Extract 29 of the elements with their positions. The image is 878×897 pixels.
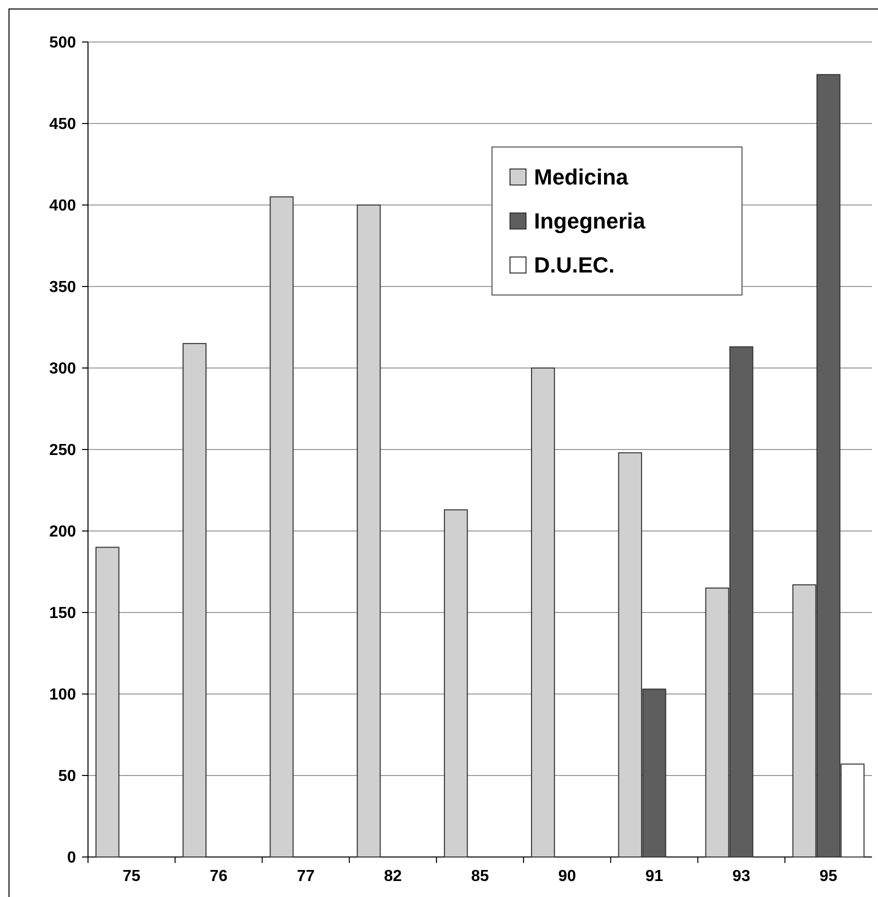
y-tick-label: 300 — [49, 360, 76, 378]
x-tick-label: 95 — [820, 868, 838, 885]
y-tick-label: 500 — [49, 34, 76, 52]
x-tick-label: 90 — [558, 868, 576, 885]
x-tick-label: 77 — [296, 868, 315, 885]
legend-label: D.U.EC. — [534, 252, 615, 278]
bar — [270, 196, 294, 858]
y-tick-label: 200 — [49, 524, 76, 541]
x-tick-label: 85 — [471, 868, 489, 885]
y-tick-label: 250 — [49, 442, 76, 460]
bar — [182, 343, 206, 858]
x-tick-label: 82 — [384, 868, 402, 885]
x-tick-label: 75 — [122, 868, 141, 885]
x-tick-label: 76 — [210, 868, 228, 885]
bar — [95, 546, 120, 858]
bar — [356, 204, 381, 858]
y-tick-label: 350 — [49, 279, 76, 296]
x-tick-label: 93 — [732, 868, 750, 885]
y-tick-label: 150 — [49, 605, 76, 622]
y-tick-label: 100 — [49, 686, 76, 704]
y-tick-label: 400 — [49, 198, 76, 215]
bar — [531, 368, 555, 858]
legend-label: Ingegneria — [534, 208, 646, 234]
y-tick-label: 0 — [67, 850, 76, 867]
y-tick-label: 50 — [58, 768, 76, 786]
legend-label: Medicina — [534, 164, 629, 190]
bar — [444, 509, 468, 858]
x-tick-label: 91 — [645, 868, 664, 885]
y-tick-label: 450 — [49, 116, 76, 134]
